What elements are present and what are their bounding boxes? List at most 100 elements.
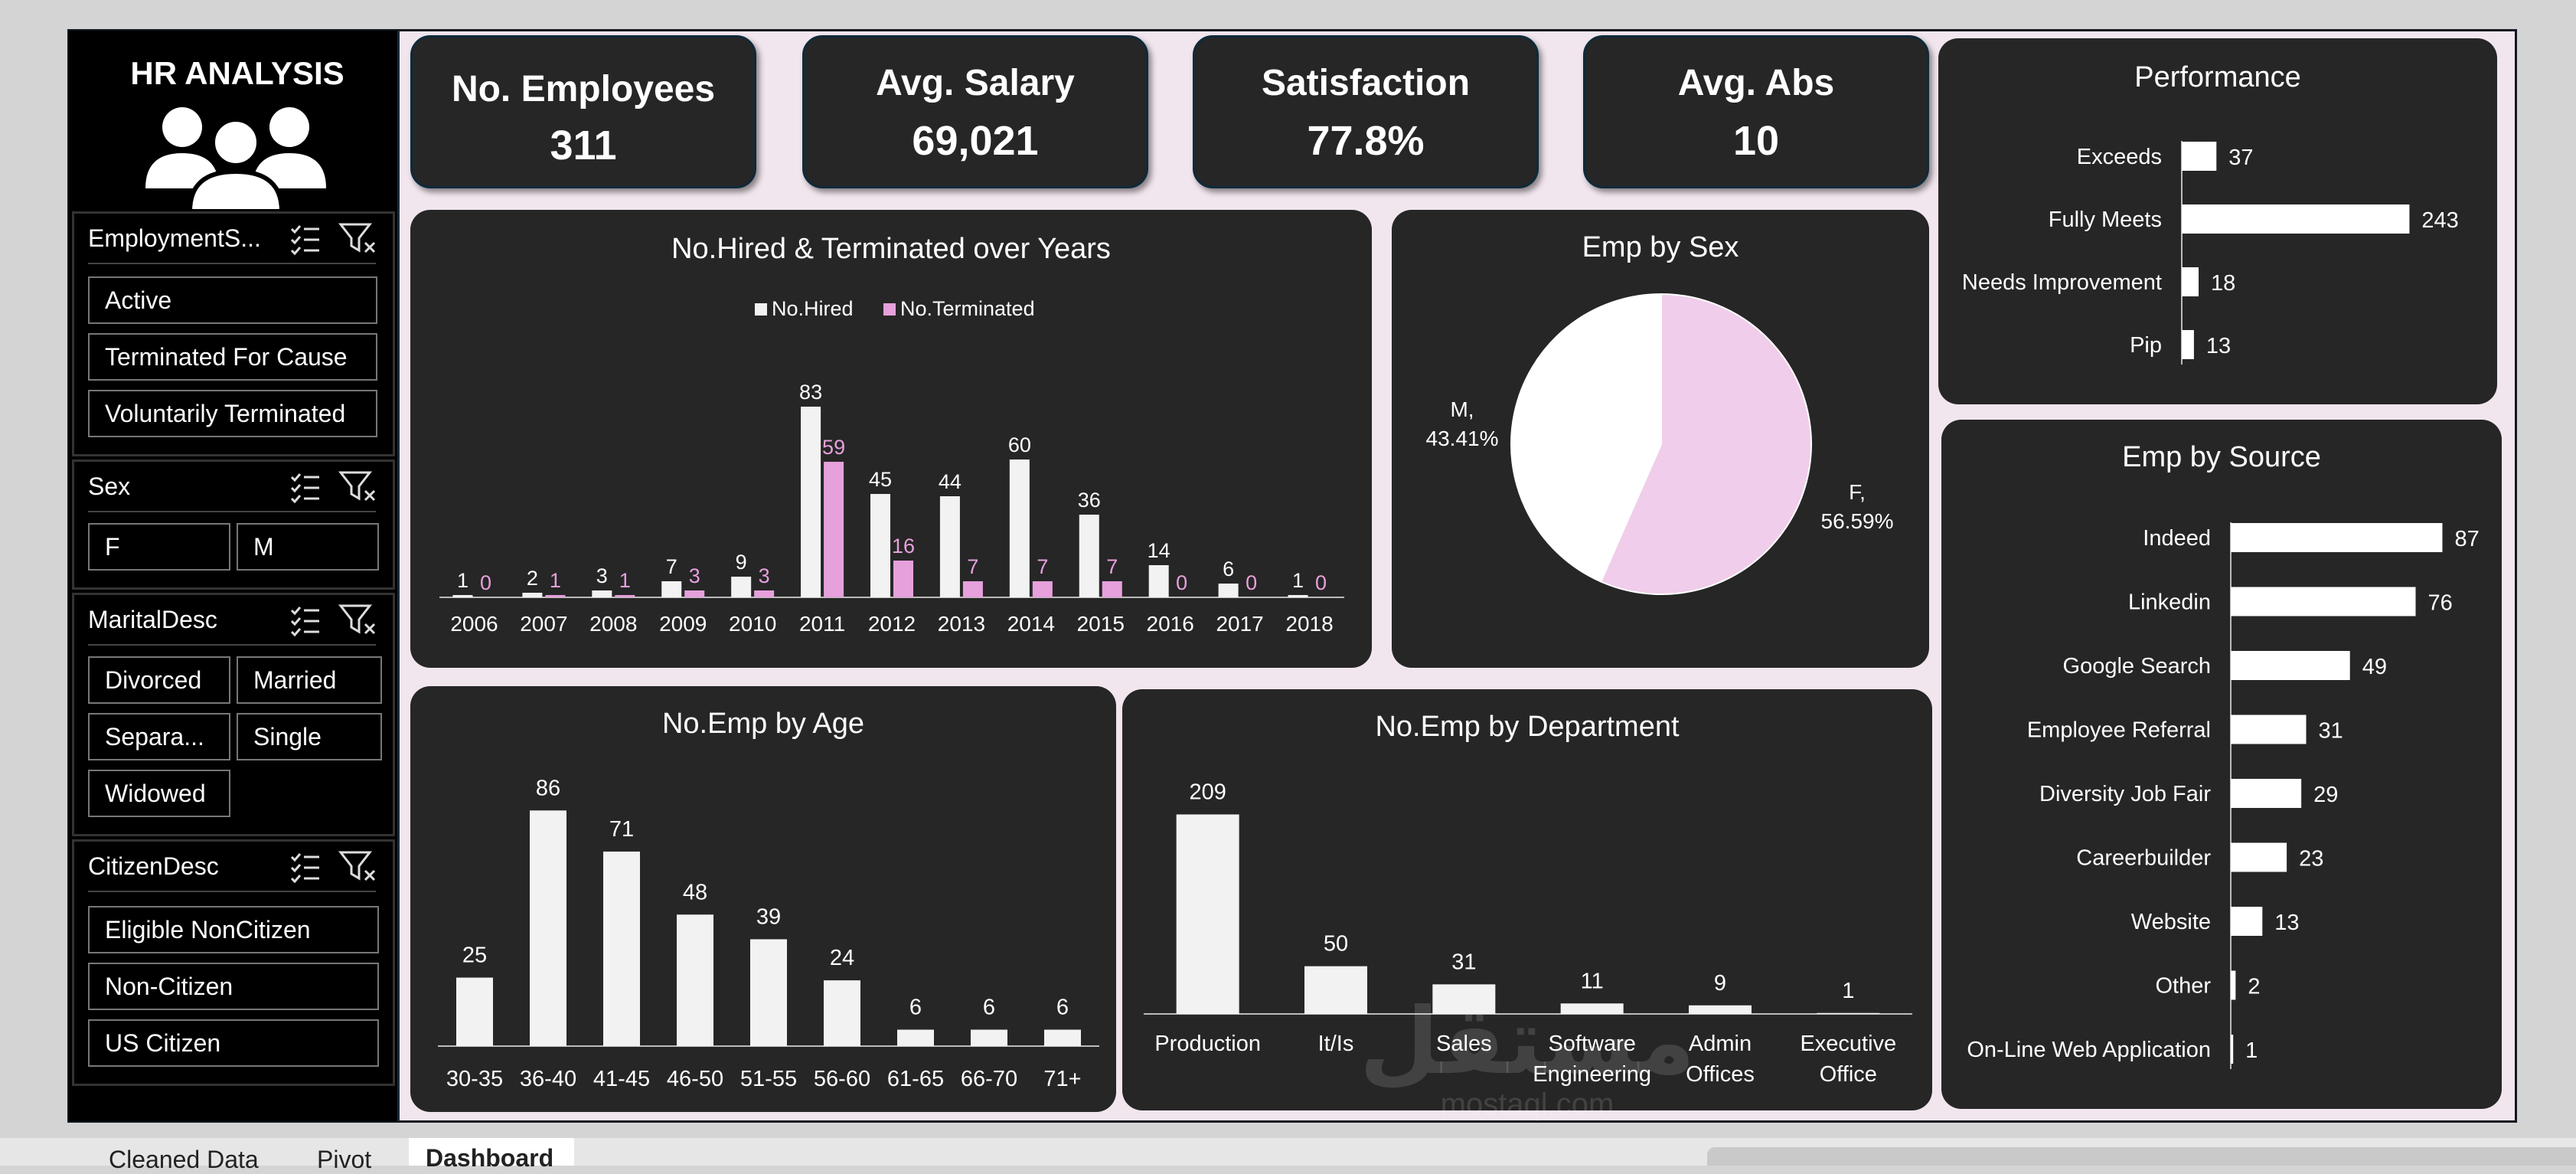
clear-filter-icon[interactable] <box>338 220 377 257</box>
horizontal-scrollbar[interactable] <box>1707 1147 2576 1166</box>
kpi-value: 69,021 <box>912 118 1039 164</box>
slicer-item-separated[interactable]: Separa... <box>88 713 230 760</box>
tick-label: 2014 <box>1007 612 1055 636</box>
slicer-item-terminated-for-cause[interactable]: Terminated For Cause <box>88 333 377 381</box>
slicer-item-non-citizen[interactable]: Non-Citizen <box>88 963 379 1010</box>
data-label: 25 <box>462 943 487 968</box>
tick-label: Production <box>1154 1032 1261 1056</box>
bar <box>661 581 682 597</box>
bar <box>522 593 543 597</box>
slicer-item-m[interactable]: M <box>237 523 379 571</box>
data-label: 3 <box>689 564 700 587</box>
data-label: 71 <box>609 817 634 842</box>
data-label: 2 <box>527 567 538 590</box>
bar <box>962 581 983 597</box>
category-label: Diversity Job Fair <box>2039 782 2211 806</box>
clear-filter-icon[interactable] <box>338 601 377 638</box>
bar <box>2182 204 2410 234</box>
bar <box>1288 595 1308 597</box>
bar <box>870 494 890 597</box>
bar <box>2231 779 2302 808</box>
sheet-tab-bar: Cleaned Data Pivot Dashboard <box>0 1138 2576 1173</box>
slicer-citizenship: CitizenDesc Eligible NonCitizen Non-Citi… <box>72 839 395 1086</box>
bar <box>1689 1005 1752 1014</box>
data-label: 7 <box>1037 555 1048 578</box>
bar <box>824 980 860 1046</box>
kpi-value: 311 <box>550 123 617 168</box>
slicer-item-divorced[interactable]: Divorced <box>88 656 230 704</box>
data-label: 86 <box>536 776 560 800</box>
clear-filter-icon[interactable] <box>338 848 377 885</box>
data-label: 1 <box>1292 569 1304 592</box>
bar <box>615 595 635 597</box>
data-label: 16 <box>892 535 915 558</box>
data-label: 37 <box>2228 146 2253 170</box>
data-label: 9 <box>1714 971 1726 996</box>
sex-panel: Emp by Sex F, 56.59% M, 43.41% <box>1392 210 1929 668</box>
data-label: 243 <box>2421 208 2458 233</box>
slicer-item-voluntarily-terminated[interactable]: Voluntarily Terminated <box>88 390 377 437</box>
data-label: 23 <box>2299 847 2323 872</box>
legend-label: No.Hired <box>772 297 854 320</box>
slicer-item-widowed[interactable]: Widowed <box>88 770 230 817</box>
multi-select-icon[interactable] <box>287 848 324 885</box>
department-panel: No.Emp by Department 209 Production 50 It/I… <box>1122 689 1932 1121</box>
slicer-item-single[interactable]: Single <box>237 713 382 760</box>
multi-select-icon[interactable] <box>287 220 324 257</box>
bar <box>2231 842 2287 872</box>
slicer-item-us-citizen[interactable]: US Citizen <box>88 1019 379 1067</box>
kpi-satisfaction: Satisfaction 77.8% <box>1193 35 1539 188</box>
bar <box>2231 1035 2234 1064</box>
tick-label: Offices <box>1686 1062 1755 1087</box>
slice-label: M, <box>1450 397 1474 421</box>
clear-filter-icon[interactable] <box>338 468 377 505</box>
tick-label: 51-55 <box>740 1067 797 1091</box>
category-label: Exceeds <box>2077 145 2162 169</box>
data-label: 3 <box>759 564 770 587</box>
bar <box>1032 581 1053 597</box>
data-label: 31 <box>2319 719 2343 744</box>
data-label: 6 <box>983 996 995 1020</box>
slicer-item-eligible-noncitizen[interactable]: Eligible NonCitizen <box>88 906 379 953</box>
data-label: 31 <box>1451 950 1476 974</box>
bar <box>1044 1029 1081 1046</box>
tick-label: 30-35 <box>446 1067 503 1091</box>
tick-label: 2006 <box>450 612 498 636</box>
bar <box>2182 142 2217 171</box>
tick-label: Sales <box>1436 1032 1492 1056</box>
tab-pivot[interactable]: Pivot <box>317 1146 372 1173</box>
multi-select-icon[interactable] <box>287 601 324 638</box>
bar <box>750 939 787 1046</box>
department-chart: 209 Production 50 It/Is 31 Sales 11 Software Eng… <box>1144 780 1912 1087</box>
data-label: 24 <box>830 946 854 970</box>
tab-dashboard[interactable]: Dashboard <box>426 1144 554 1172</box>
multi-select-icon[interactable] <box>287 468 324 505</box>
slicer-item-f[interactable]: F <box>88 523 230 571</box>
tab-cleaned-data[interactable]: Cleaned Data <box>109 1146 259 1173</box>
data-label: 14 <box>1148 539 1170 562</box>
tick-label: Admin <box>1689 1032 1752 1056</box>
bar <box>1009 459 1030 597</box>
category-label: Other <box>2155 974 2211 999</box>
kpi-label: Satisfaction <box>1261 63 1471 103</box>
kpi-avg-salary: Avg. Salary 69,021 <box>802 35 1148 188</box>
slicer-title: CitizenDesc <box>88 852 219 880</box>
data-label: 76 <box>2428 591 2453 616</box>
slicer-item-active[interactable]: Active <box>88 276 377 324</box>
chart-title: No.Emp by Age <box>661 708 865 740</box>
bar <box>1102 581 1122 597</box>
data-label: 36 <box>1078 489 1101 512</box>
tick-label: Engineering <box>1533 1062 1651 1087</box>
bar <box>1304 966 1367 1014</box>
data-label: 7 <box>666 555 677 578</box>
tick-label: 2009 <box>659 612 707 636</box>
performance-chart: Exceeds 37 Fully Meets 243 Needs Improvement… <box>1962 141 2459 365</box>
kpi-label: Avg. Abs <box>1677 63 1835 103</box>
bar <box>1817 1012 1880 1014</box>
data-label: 11 <box>1581 969 1604 993</box>
category-label: Employee Referral <box>2027 718 2211 743</box>
kpi-label: Avg. Salary <box>876 63 1075 103</box>
tick-label: 2007 <box>520 612 567 636</box>
slicer-item-married[interactable]: Married <box>237 656 382 704</box>
bar <box>603 851 640 1046</box>
